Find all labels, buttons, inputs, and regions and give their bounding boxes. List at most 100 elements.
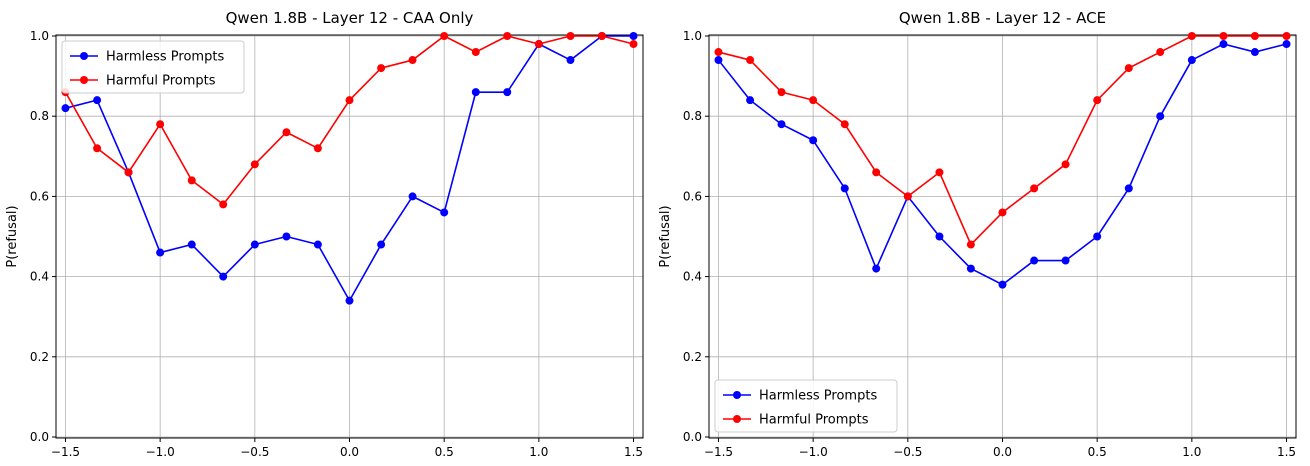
chart2-legend-swatch-marker	[733, 391, 741, 399]
chart2-series-harmless-prompts-point	[1219, 40, 1228, 49]
chart1-series-harmful-prompts-point	[440, 32, 449, 40]
chart1-series-harmless-prompts-point	[471, 88, 480, 97]
chart1-series-harmful-prompts-point	[629, 40, 638, 49]
chart1-series-harmful-prompts-point	[282, 128, 291, 137]
chart1-legend-swatch-marker	[80, 52, 88, 60]
chart2-series-harmful-prompts-point	[1187, 32, 1196, 40]
chart2-series-harmless-prompts-point	[1030, 256, 1039, 265]
chart1-series-harmless-prompts-point	[61, 104, 70, 113]
chart2: −1.5 −1.0 −0.5 0.0 0.5 1.0 1.5 0.0 0.2 0.4 0.6 0.8 1…	[658, 9, 1297, 459]
chart1-x-tick-label: 0.0	[340, 445, 359, 459]
chart2-legend-label: Harmful Prompts	[759, 413, 869, 428]
chart2-x-tick-label: −1.5	[704, 445, 733, 459]
chart1-series-harmless-prompts-point	[219, 272, 228, 281]
chart1-series-harmless-prompts-point	[282, 232, 291, 241]
chart2-series-harmful-prompts-point	[966, 240, 975, 249]
chart2-series-harmful-prompts-point	[903, 192, 912, 201]
chart2-y-tick-label: 0.0	[683, 430, 702, 444]
chart2-legend: Harmless Prompts Harmful Prompts	[714, 379, 898, 433]
chart2-series-harmless-prompts-point	[872, 264, 881, 273]
chart2-series-harmful-prompts-point	[1219, 32, 1228, 40]
chart2-series-harmless-prompts-point	[966, 264, 975, 273]
chart1-series-harmful-prompts-point	[313, 144, 322, 153]
chart1-series-harmful-prompts-point	[219, 200, 228, 209]
chart1-series-harmful-prompts-point	[156, 120, 165, 129]
chart2-series-harmful-prompts-point	[1030, 184, 1039, 193]
chart2-series-harmless-prompts-point	[777, 120, 786, 129]
chart2-series-harmful-prompts-point	[1282, 32, 1291, 40]
chart2-title: Qwen 1.8B - Layer 12 - ACE	[899, 9, 1106, 27]
chart2-series-harmful-prompts-point	[1061, 160, 1070, 169]
chart1-y-tick-label: 0.6	[30, 189, 49, 203]
chart1-x-tick-label: 1.5	[624, 445, 643, 459]
chart1-series-harmful-prompts-point	[566, 32, 575, 40]
chart2-series-harmless-prompts-point	[1093, 232, 1102, 241]
chart1-y-tick-label: 0.4	[30, 270, 49, 284]
chart2-series-harmful-prompts-point	[1093, 96, 1102, 105]
chart1-x-tick-label: −1.5	[51, 445, 80, 459]
chart1-series-harmful-prompts-point	[503, 32, 512, 40]
chart2-x-tick-label: −0.5	[893, 445, 922, 459]
chart1-y-axis-label: P(refusal)	[5, 205, 20, 267]
chart2-series-harmful-prompts-point	[809, 96, 818, 105]
chart2-x-tick-label: 0.5	[1088, 445, 1107, 459]
chart1-series-harmless-prompts-point	[377, 240, 386, 249]
chart1-series-harmless-prompts-point	[250, 240, 259, 249]
chart1-series-harmful-prompts-point	[377, 64, 386, 73]
chart2-series-harmful-prompts-point	[1250, 32, 1259, 40]
chart2-series-harmless-prompts-point	[935, 232, 944, 241]
chart2-series-harmful-prompts-point	[777, 88, 786, 97]
chart2-series-harmful-prompts-point	[872, 168, 881, 177]
chart1-series-harmful-prompts-point	[534, 40, 543, 49]
chart2-series-harmful-prompts-point	[840, 120, 849, 129]
chart1-series-harmful-prompts-point	[597, 32, 606, 40]
chart2-series-harmless-prompts-point	[998, 280, 1007, 289]
chart1-title: Qwen 1.8B - Layer 12 - CAA Only	[226, 9, 474, 27]
chart2-legend-box	[714, 379, 898, 433]
chart2-series-harmless-prompts-point	[1124, 184, 1133, 193]
chart2-series-harmless-prompts-point	[1156, 112, 1165, 121]
chart1-y-tick-label: 1.0	[30, 29, 49, 43]
chart2-series-harmless-prompts-point	[1250, 48, 1259, 57]
chart2-series-harmless-prompts-point	[746, 96, 755, 105]
chart1-series-harmful-prompts-point	[124, 168, 133, 177]
chart2-x-tick-label: 1.5	[1277, 445, 1296, 459]
chart1-series-harmless-prompts-point	[566, 56, 575, 65]
chart2-x-tick-label: 0.0	[993, 445, 1012, 459]
chart1-series-harmless-prompts-point	[93, 96, 102, 105]
chart2-series-harmless-prompts-point	[1282, 40, 1291, 49]
chart1-x-tick-label: 0.5	[435, 445, 454, 459]
chart1: −1.5 −1.0 −0.5 0.0 0.5 1.0 1.5 0.0 0.2 0.4 0.6 0.8 1…	[5, 9, 644, 459]
chart1-series-harmless-prompts-point	[345, 296, 354, 305]
chart2-y-tick-label: 0.4	[683, 270, 702, 284]
chart2-legend-label: Harmless Prompts	[759, 389, 877, 404]
chart1-x-tick-label: −0.5	[240, 445, 269, 459]
chart1-legend-swatch-marker	[80, 76, 88, 84]
chart2-series-harmless-prompts-point	[714, 56, 723, 65]
chart1-legend: Harmless Prompts Harmful Prompts	[61, 40, 245, 94]
chart1-series-harmless-prompts-point	[629, 32, 638, 40]
chart1-series-harmless-prompts-point	[440, 208, 449, 217]
chart1-series-harmless-prompts-point	[313, 240, 322, 249]
chart2-series-harmless-prompts-point	[809, 136, 818, 145]
chart2-series-harmful-prompts-point	[998, 208, 1007, 217]
chart2-y-axis-label: P(refusal)	[658, 205, 673, 267]
chart2-series-harmful-prompts-point	[1124, 64, 1133, 73]
chart2-y-tick-label: 0.6	[683, 189, 702, 203]
chart1-series-harmless-prompts-point	[408, 192, 417, 201]
chart2-series-harmless-prompts-point	[840, 184, 849, 193]
chart1-series-harmful-prompts-point	[345, 96, 354, 105]
chart1-series-harmful-prompts-point	[93, 144, 102, 153]
chart1-x-tick-label: 1.0	[529, 445, 548, 459]
chart2-x-tick-label: 1.0	[1182, 445, 1201, 459]
chart2-y-tick-label: 0.2	[683, 350, 702, 364]
chart2-series-harmless-prompts-point	[1061, 256, 1070, 265]
chart2-series-harmful-prompts-point	[714, 48, 723, 57]
chart1-series-harmful-prompts-point	[408, 56, 417, 65]
chart2-series-harmful-prompts-point	[1156, 48, 1165, 57]
chart1-series-harmless-prompts-point	[156, 248, 165, 257]
chart1-series-harmless-prompts-point	[187, 240, 196, 249]
chart2-y-tick-label: 1.0	[683, 29, 702, 43]
chart2-series-harmful-prompts-point	[935, 168, 944, 177]
